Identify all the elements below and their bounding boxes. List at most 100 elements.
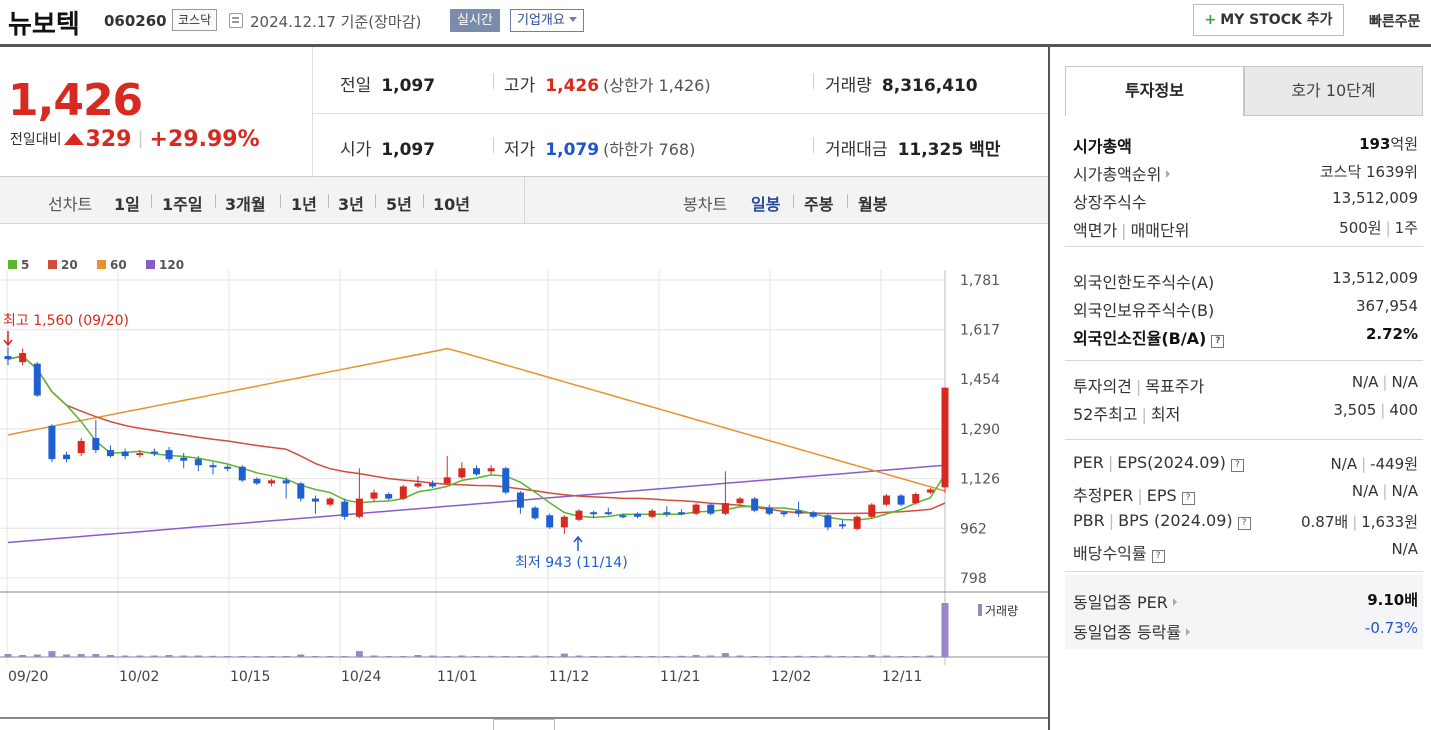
- candle-body: [604, 512, 612, 515]
- volume-bar: [458, 655, 466, 657]
- ma120-line: [7, 464, 946, 544]
- add-mystock-label: MY STOCK 추가: [1220, 12, 1333, 28]
- divider: [423, 194, 424, 208]
- x-tick-label: 11/01: [437, 669, 477, 685]
- legend-label: 120: [159, 258, 184, 272]
- w52-value-wrap: 3,505 | 400: [1333, 401, 1418, 419]
- volume-bar: [531, 655, 539, 657]
- open-value: 1,097: [381, 140, 436, 160]
- volume-bar: [795, 655, 803, 657]
- volume-bar: [648, 656, 656, 657]
- x-tick-label: 10/02: [119, 669, 159, 685]
- volume-bar: [765, 656, 773, 657]
- y-tick-label: 962: [960, 521, 987, 537]
- candle-body: [370, 492, 378, 499]
- divider: [813, 73, 814, 89]
- help-icon[interactable]: ?: [1230, 459, 1244, 472]
- peer-per-label-wrap: 동일업종 PER: [1073, 589, 1177, 613]
- help-icon[interactable]: ?: [1211, 335, 1225, 348]
- candle-body: [121, 451, 129, 457]
- rank-row[interactable]: 시가총액순위 코스닥 1639위: [1073, 161, 1418, 185]
- target-label: 목표주가: [1145, 377, 1205, 396]
- est-per-label: 추정PER: [1073, 486, 1134, 505]
- tab-invest-info[interactable]: 투자정보: [1065, 66, 1244, 116]
- period-5y[interactable]: 5년: [386, 195, 412, 214]
- candle-body: [194, 459, 202, 466]
- volume: 거래량 8,316,410: [825, 71, 978, 96]
- candle-body: [209, 465, 217, 468]
- company-overview-button[interactable]: 기업개요: [510, 9, 584, 32]
- volume-bar: [780, 656, 788, 657]
- w52-high-value: 3,505: [1333, 401, 1377, 419]
- candle-body: [692, 504, 700, 514]
- candle-body: [897, 495, 905, 505]
- opinion-label: 투자의견: [1073, 377, 1132, 396]
- low-label: 저가: [504, 140, 536, 160]
- period-bar: 선차트 1일 1주일 3개월 1년 3년 5년 10년 봉차트 일봉 주봉 월봉: [0, 177, 1048, 224]
- add-mystock-button[interactable]: + MY STOCK 추가: [1193, 4, 1344, 36]
- peer-per-row[interactable]: 동일업종 PER 9.10배: [1073, 589, 1418, 613]
- period-1d[interactable]: 1일: [114, 195, 140, 214]
- volume-bar: [150, 655, 158, 657]
- x-tick-label: 10/15: [230, 669, 270, 685]
- pbr-row: PBR | BPS (2024.09)? 0.87배 | 1,633원: [1073, 511, 1418, 535]
- bps-value: 1,633원: [1361, 513, 1418, 531]
- w52-low-label: 최저: [1150, 405, 1181, 424]
- candle-body: [736, 498, 744, 504]
- par-row: 액면가 | 매매단위 500원 | 1주: [1073, 217, 1418, 241]
- period-weekly[interactable]: 주봉: [804, 195, 834, 214]
- volume-bar: [311, 656, 319, 657]
- period-monthly[interactable]: 월봉: [858, 195, 888, 214]
- trade-amount: 거래대금 11,325 백만: [825, 135, 1000, 160]
- est-eps-label: EPS: [1146, 486, 1177, 505]
- volume-bar: [692, 655, 700, 657]
- period-3y[interactable]: 3년: [338, 195, 364, 214]
- y-tick-label: 798: [960, 571, 987, 587]
- volume-bar: [63, 654, 71, 657]
- high-price: 고가 1,426 (상한가 1,426): [504, 71, 711, 96]
- w52-row: 52주최고 | 최저 3,505 | 400: [1073, 401, 1418, 425]
- volume-bar: [4, 654, 12, 657]
- tab-order-book[interactable]: 호가 10단계: [1244, 66, 1423, 116]
- candle-body: [136, 453, 144, 456]
- help-icon[interactable]: ?: [1151, 550, 1165, 563]
- resize-handle[interactable]: [493, 719, 555, 730]
- low-value: 1,079: [545, 140, 600, 160]
- help-icon[interactable]: ?: [1181, 492, 1195, 505]
- peer-chg-value: -0.73%: [1364, 619, 1418, 637]
- legend-swatch: [48, 260, 57, 269]
- period-3m[interactable]: 3개월: [225, 195, 266, 214]
- par-value-wrap: 500원 | 1주: [1339, 219, 1418, 237]
- change-percent: +29.99%: [149, 127, 260, 152]
- candle-body: [326, 498, 334, 505]
- volume-bar: [473, 656, 480, 657]
- volume-bar: [882, 655, 890, 657]
- ma60-line: [7, 347, 946, 492]
- quick-order-link[interactable]: 빠른주문: [1369, 14, 1421, 30]
- company-overview-label: 기업개요: [517, 13, 565, 28]
- candle-body: [531, 507, 539, 519]
- peer-per-value: 9.10배: [1367, 591, 1418, 609]
- base-date: 2024.12.17 기준(장마감): [250, 13, 422, 31]
- help-icon[interactable]: ?: [1237, 517, 1251, 530]
- prev-close-label: 전일: [340, 76, 372, 96]
- foreign-limit-value: 13,512,009: [1332, 269, 1418, 287]
- period-daily[interactable]: 일봉: [751, 195, 781, 214]
- divider: [151, 194, 152, 208]
- realtime-button[interactable]: 실시간: [450, 9, 500, 32]
- chevron-right-icon: [1166, 170, 1171, 178]
- period-10y[interactable]: 10년: [433, 195, 470, 214]
- stock-chart[interactable]: 1,781 1,617 1,454 1,290 1,126 962 798 5 20 60 120 거…: [0, 225, 1048, 720]
- high-value: 1,426: [545, 76, 600, 96]
- candlestick-chart[interactable]: 1,781 1,617 1,454 1,290 1,126 962 798 5 20 60 120 거…: [0, 225, 1048, 720]
- y-tick-label: 1,617: [960, 323, 1000, 339]
- market-cap-group: 시가총액 193억원 시가총액순위 코스닥 1639위 상장주식수 13,512,00…: [1065, 127, 1423, 247]
- pbr-label: PBR: [1073, 511, 1105, 530]
- period-1w[interactable]: 1주일: [162, 195, 203, 214]
- opinion-value-wrap: N/A | N/A: [1351, 373, 1418, 391]
- legend-label: 20: [61, 258, 78, 272]
- dividend-label: 배당수익률: [1073, 544, 1147, 563]
- period-1y[interactable]: 1년: [291, 195, 317, 214]
- candle-body: [751, 498, 759, 511]
- peer-chg-row[interactable]: 동일업종 등락률 -0.73%: [1073, 619, 1418, 643]
